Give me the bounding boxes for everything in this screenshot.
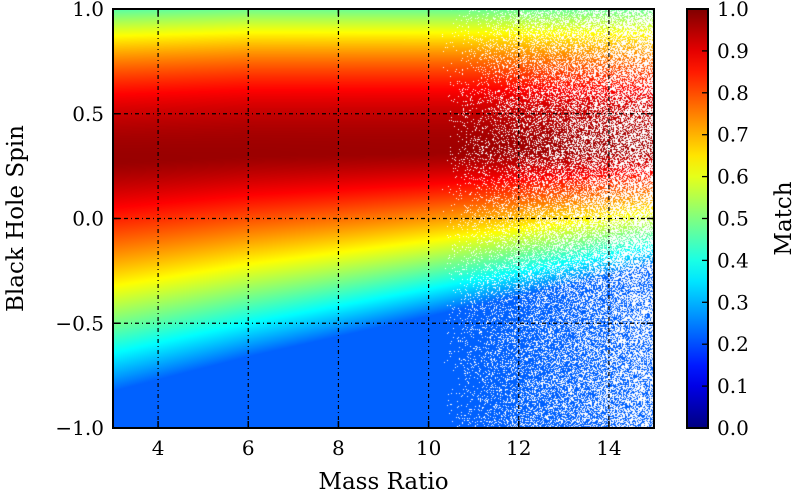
colorbar-tick-label: 0.0: [717, 416, 749, 440]
colorbar-tick-label: 0.9: [717, 39, 749, 63]
x-tick-label: 14: [596, 436, 621, 460]
colorbar-tick-label: 0.4: [717, 248, 749, 272]
x-tick-label: 8: [332, 436, 345, 460]
colorbar-tick-label: 0.3: [717, 290, 749, 314]
colorbar-tick-label: 0.1: [717, 374, 749, 398]
x-tick-label: 12: [506, 436, 531, 460]
y-axis-title: Black Hole Spin: [3, 125, 29, 312]
axes: 4 6 8 10 12 14 −1.0 −0.5 0.0 0.5 1.0: [55, 0, 655, 460]
colorbar-gradient: [687, 9, 708, 428]
x-axis-title: Mass Ratio: [318, 469, 448, 495]
y-tick-label: −0.5: [55, 311, 104, 335]
y-tick-label: 1.0: [72, 0, 104, 21]
colorbar-tick-label: 0.6: [717, 165, 749, 189]
plot-area: [113, 9, 654, 428]
y-tick-label: 0.0: [72, 207, 104, 231]
colorbar-tick-label: 0.8: [717, 81, 749, 105]
colorbar-tick-label: 0.7: [717, 123, 749, 147]
match-heatmap: [113, 9, 654, 428]
x-tick-label: 10: [416, 436, 441, 460]
x-tick-label: 4: [152, 436, 165, 460]
colorbar-tick-label: 0.5: [717, 207, 749, 231]
colorbar-tick-label: 0.2: [717, 332, 749, 356]
y-tick-label: −1.0: [55, 416, 104, 440]
x-tick-label: 6: [242, 436, 255, 460]
colorbar: 0.0 0.1 0.2 0.3 0.4 0.5 0.6 0.7 0.8 0.9 1.0: [686, 0, 749, 440]
colorbar-title: Match: [771, 181, 797, 255]
colorbar-tick-label: 1.0: [717, 0, 749, 21]
grid: [113, 9, 654, 428]
y-tick-label: 0.5: [72, 102, 104, 126]
